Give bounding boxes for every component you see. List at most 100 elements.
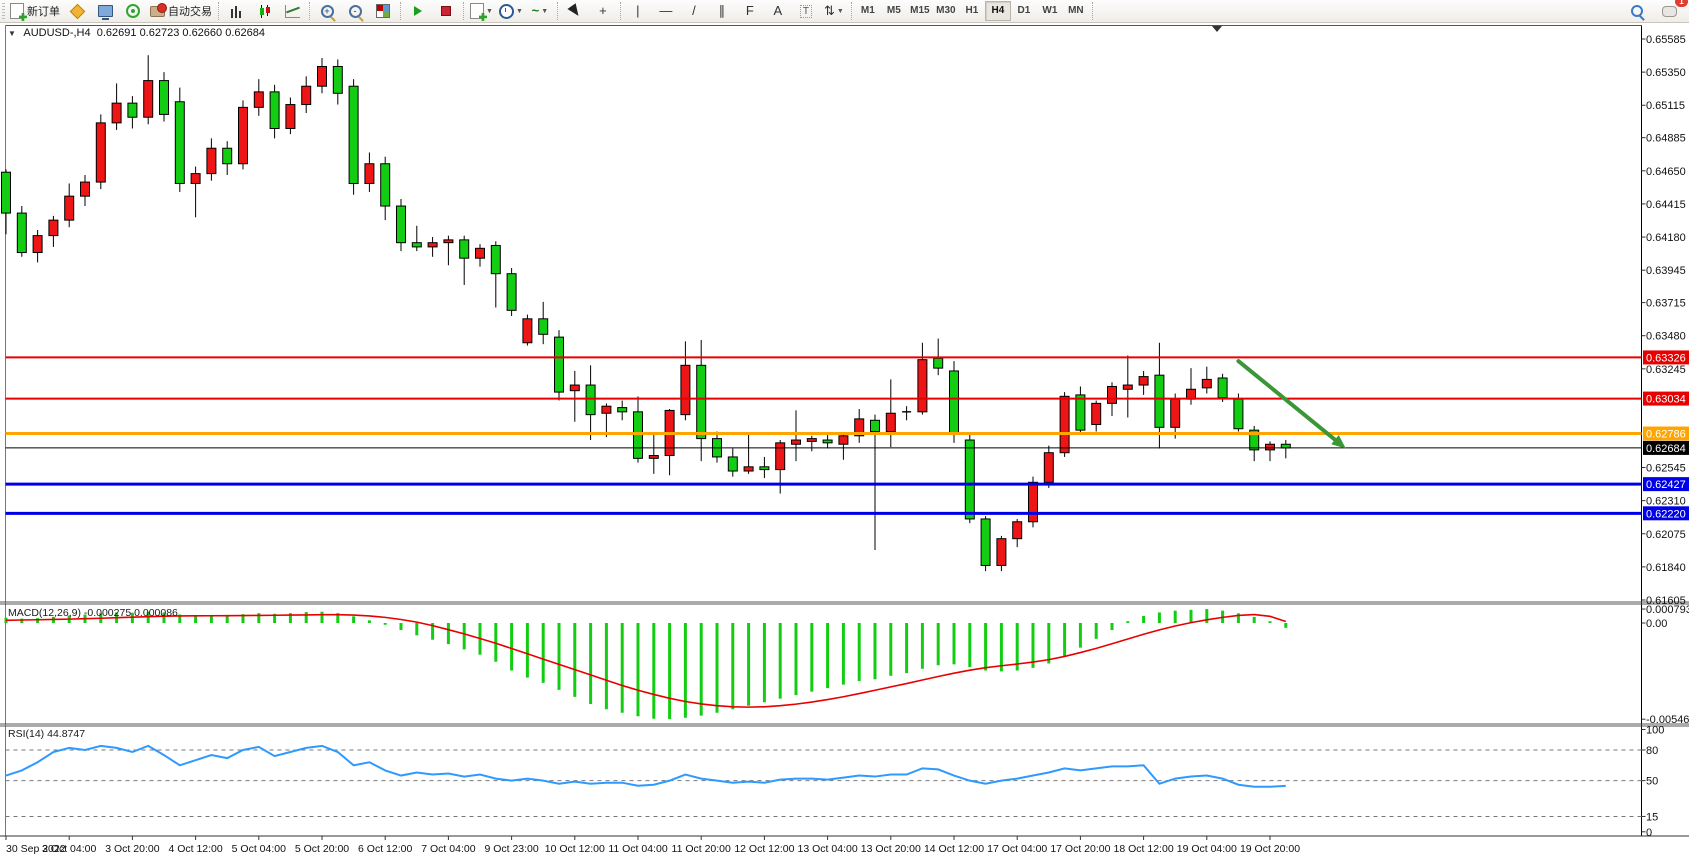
- vertical-line-icon: |: [636, 3, 640, 18]
- svg-text:0.63326: 0.63326: [1646, 352, 1686, 364]
- tile-windows-button[interactable]: [369, 0, 397, 22]
- text-label-button[interactable]: T: [792, 0, 820, 22]
- signals-icon: [126, 4, 140, 18]
- svg-text:12 Oct 12:00: 12 Oct 12:00: [734, 843, 794, 855]
- crosshair-button[interactable]: +: [589, 0, 617, 22]
- svg-text:50: 50: [1646, 776, 1658, 788]
- dropdown-arrow-icon: ▼: [836, 7, 844, 15]
- timeframe-h4-active[interactable]: H4: [984, 1, 1011, 21]
- chart-open-value: 0.62691: [96, 27, 137, 39]
- timeframe-m5[interactable]: M5: [886, 5, 901, 16]
- macd-label: MACD(12,26,9) -0.000275 0.000086: [8, 607, 178, 619]
- text-label-icon: T: [799, 4, 812, 18]
- rsi-label: RSI(14) 44.8747: [8, 728, 86, 740]
- terminal-button[interactable]: [91, 0, 119, 22]
- svg-text:0.63945: 0.63945: [1646, 265, 1686, 277]
- zoom-in-button[interactable]: +: [313, 0, 341, 22]
- terminal-icon: [97, 5, 113, 20]
- horizontal-line-icon: —: [659, 3, 673, 18]
- toolbar-separator: [556, 2, 558, 20]
- svg-text:0.62786: 0.62786: [1646, 429, 1686, 441]
- notification-badge: 1: [1675, 0, 1688, 7]
- signals-button[interactable]: [119, 0, 147, 22]
- svg-text:9 Oct 23:00: 9 Oct 23:00: [484, 843, 538, 855]
- arrows-button[interactable]: ⇅ ▼: [820, 0, 848, 22]
- timeframe-m30[interactable]: M30: [936, 5, 956, 16]
- svg-text:0.61605: 0.61605: [1646, 595, 1686, 607]
- svg-text:0.62545: 0.62545: [1646, 463, 1686, 475]
- dropdown-arrow-icon: ▼: [515, 7, 523, 15]
- svg-text:30 Sep 2022: 30 Sep 2022: [6, 843, 66, 855]
- svg-text:0.62310: 0.62310: [1646, 496, 1686, 508]
- bar-chart-button[interactable]: [222, 0, 250, 22]
- svg-text:3 Oct 20:00: 3 Oct 20:00: [105, 843, 159, 855]
- chart-header: ▼ AUDUSD-,H4 0.62691 0.62723 0.62660 0.6…: [8, 27, 265, 39]
- toolbar-separator: [400, 2, 401, 20]
- autotrading-label: 自动交易: [168, 6, 212, 18]
- autotrading-icon: [150, 2, 167, 17]
- cursor-button[interactable]: [561, 0, 589, 22]
- horizontal-line-button[interactable]: —: [652, 0, 680, 22]
- timeframe-m1[interactable]: M1: [860, 5, 875, 16]
- chart-shift-marker: [1212, 26, 1222, 32]
- notifications-button[interactable]: 1: [1655, 0, 1688, 22]
- vertical-line-button[interactable]: |: [624, 0, 652, 22]
- chart-high-value: 0.62723: [139, 27, 180, 39]
- svg-text:17 Oct 20:00: 17 Oct 20:00: [1050, 843, 1110, 855]
- svg-text:0.65115: 0.65115: [1646, 100, 1685, 112]
- toolbar-separator: [619, 2, 621, 20]
- svg-text:0.65585: 0.65585: [1646, 34, 1686, 46]
- svg-text:0.00: 0.00: [1646, 618, 1667, 630]
- chart-symbol-timeframe: AUDUSD-,H4: [23, 27, 91, 39]
- toolbar-separator: [309, 2, 310, 20]
- svg-text:18 Oct 12:00: 18 Oct 12:00: [1114, 843, 1174, 855]
- search-button[interactable]: [1623, 0, 1651, 22]
- gold-icon: [69, 3, 85, 19]
- arrows-icon: ⇅: [823, 3, 835, 18]
- svg-text:0.63034: 0.63034: [1646, 394, 1686, 406]
- channel-button[interactable]: ∥: [708, 0, 736, 22]
- timeframe-d1[interactable]: D1: [1017, 5, 1031, 16]
- candlestick-chart-icon: [257, 4, 271, 18]
- tile-windows-icon: [376, 4, 390, 18]
- timeframe-m15[interactable]: M15: [910, 5, 930, 16]
- svg-text:0.62427: 0.62427: [1646, 479, 1686, 491]
- svg-text:0.61840: 0.61840: [1646, 562, 1686, 574]
- macd-main-value: -0.000275: [83, 607, 132, 619]
- candlestick-chart-button[interactable]: [250, 0, 278, 22]
- toolbar-grip[interactable]: [2, 3, 5, 19]
- svg-text:0.62220: 0.62220: [1646, 508, 1686, 520]
- timeframe-w1[interactable]: W1: [1042, 5, 1058, 16]
- trendline-icon: /: [692, 3, 696, 18]
- svg-text:0.63715: 0.63715: [1646, 298, 1686, 310]
- svg-text:6 Oct 12:00: 6 Oct 12:00: [358, 843, 412, 855]
- text-button[interactable]: A: [764, 0, 792, 22]
- svg-text:0.64650: 0.64650: [1646, 166, 1686, 178]
- chart-shift-button[interactable]: [432, 0, 460, 22]
- fibonacci-button[interactable]: F: [736, 0, 764, 22]
- svg-text:0.62075: 0.62075: [1646, 529, 1686, 541]
- chart-low-value: 0.62660: [182, 27, 223, 39]
- timeframe-mn[interactable]: MN: [1068, 5, 1084, 16]
- line-chart-button[interactable]: [278, 0, 306, 22]
- chart-close-value: 0.62684: [225, 27, 265, 39]
- charts-gold-button[interactable]: [63, 0, 91, 22]
- autotrading-button[interactable]: 自动交易: [147, 0, 215, 22]
- periods-button[interactable]: ▼: [496, 0, 526, 22]
- new-order-button[interactable]: 新订单: [7, 0, 63, 22]
- chart-canvas[interactable]: 0.65585 0.65350 0.65115 0.64885 0.64650 0.644…: [0, 22, 1689, 860]
- dropdown-arrow-icon: ▼: [541, 7, 549, 15]
- indicators-button[interactable]: ~ ▼: [526, 0, 554, 22]
- new-order-icon: [10, 3, 24, 19]
- bar-chart-icon: [229, 4, 243, 18]
- trendline-button[interactable]: /: [680, 0, 708, 22]
- fibonacci-icon: F: [745, 3, 754, 18]
- zoom-out-button[interactable]: -: [341, 0, 369, 22]
- new-chart-button[interactable]: ▼: [467, 0, 496, 22]
- auto-scroll-button[interactable]: [404, 0, 432, 22]
- svg-text:11 Oct 04:00: 11 Oct 04:00: [608, 843, 668, 855]
- chart-collapse-icon[interactable]: ▼: [8, 29, 16, 38]
- auto-scroll-icon: [414, 6, 422, 16]
- cursor-icon: [567, 3, 583, 19]
- timeframe-h1[interactable]: H1: [965, 5, 979, 16]
